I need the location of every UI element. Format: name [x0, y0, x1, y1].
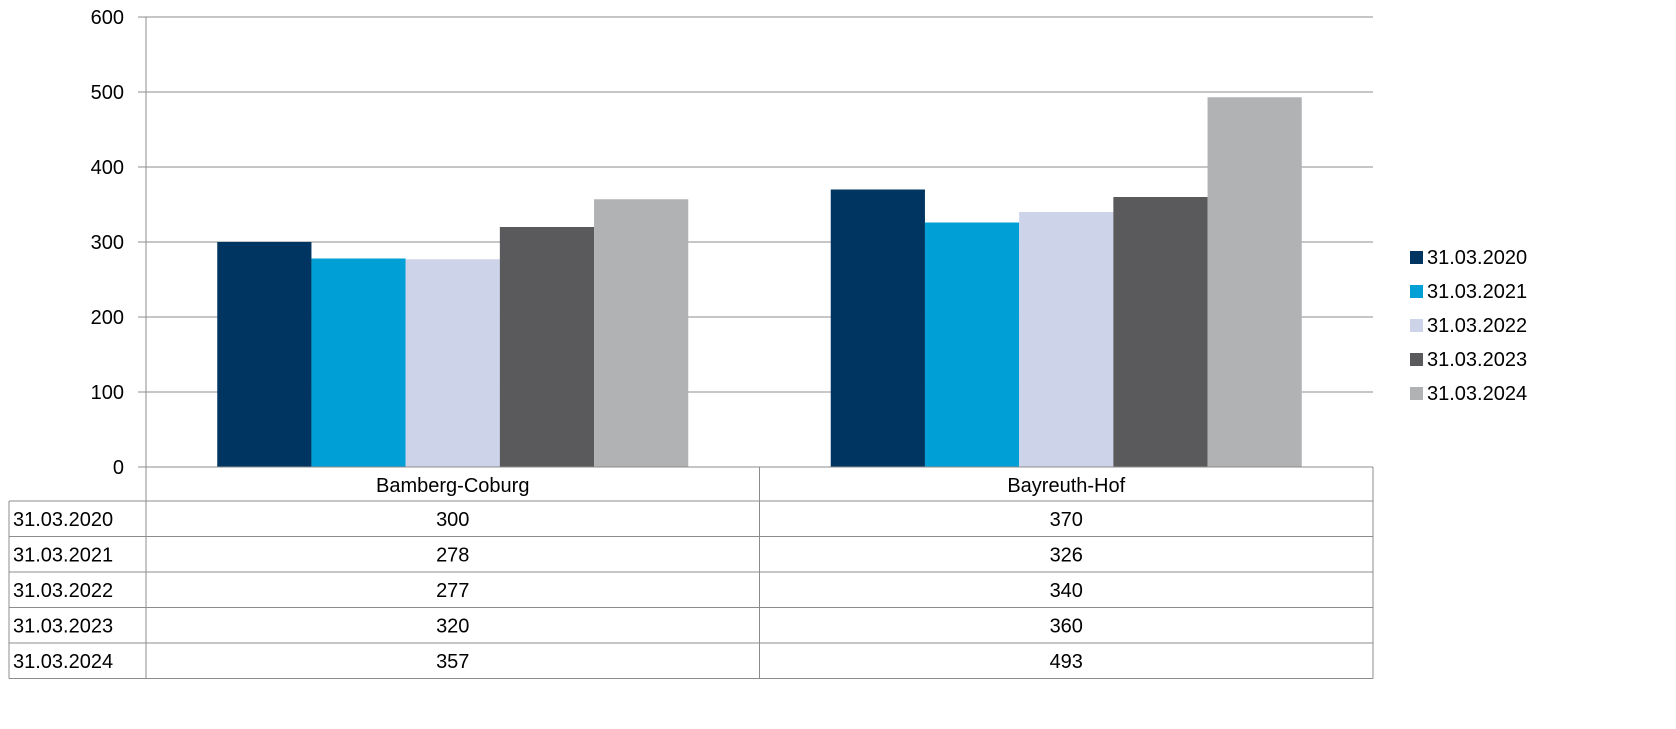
table-series-label: 31.03.2023 — [13, 615, 113, 637]
table-value-cell: 340 — [1050, 580, 1083, 602]
x-tick-label: Bayreuth-Hof — [1007, 475, 1125, 497]
table-value-cell: 278 — [436, 544, 469, 566]
data-table: Bamberg-Coburg Bayreuth-Hof 31.03.2020 300 3… — [8, 466, 1374, 679]
y-tick-label: 200 — [91, 307, 124, 329]
table-series-label: 31.03.2024 — [13, 651, 113, 673]
table-series-label: 31.03.2020 — [13, 509, 113, 531]
legend-label: 31.03.2023 — [1427, 349, 1527, 371]
legend-label: 31.03.2022 — [1427, 315, 1527, 337]
legend-swatch — [1410, 285, 1423, 298]
table-value-cell: 493 — [1050, 651, 1083, 673]
y-tick-label: 100 — [91, 382, 124, 404]
bar — [1113, 197, 1208, 467]
legend-swatch — [1410, 353, 1423, 366]
bar — [405, 259, 500, 467]
y-tick-label: 600 — [91, 7, 124, 29]
legend: 31.03.2020 31.03.2021 31.03.2022 31.03.2023… — [1410, 247, 1527, 405]
table-series-label: 31.03.2021 — [13, 544, 113, 566]
bar — [594, 199, 689, 467]
bar — [217, 242, 312, 467]
y-tick-label: 0 — [113, 457, 124, 479]
y-tick-label: 300 — [91, 232, 124, 254]
y-tick-label: 400 — [91, 157, 124, 179]
bar — [499, 227, 595, 467]
bar — [924, 222, 1020, 467]
legend-label: 31.03.2024 — [1427, 383, 1527, 405]
legend-label: 31.03.2020 — [1427, 247, 1527, 269]
bar — [1019, 212, 1114, 467]
table-value-cell: 357 — [436, 651, 469, 673]
legend-swatch — [1410, 319, 1423, 332]
table-value-cell: 277 — [436, 580, 469, 602]
table-value-cell: 370 — [1050, 509, 1083, 531]
bars — [217, 97, 1302, 467]
legend-label: 31.03.2021 — [1427, 281, 1527, 303]
legend-swatch — [1410, 251, 1423, 264]
table-value-cell: 360 — [1050, 615, 1083, 637]
bar — [1207, 97, 1302, 467]
bar — [311, 258, 406, 467]
axes: 0 100 200 300 400 500 600 — [91, 7, 147, 479]
x-tick-label: Bamberg-Coburg — [376, 475, 529, 497]
table-value-cell: 320 — [436, 615, 469, 637]
table-value-cell: 300 — [436, 509, 469, 531]
y-tick-label: 500 — [91, 82, 124, 104]
table-value-cell: 326 — [1050, 544, 1083, 566]
table-series-label: 31.03.2022 — [13, 580, 113, 602]
legend-swatch — [1410, 387, 1423, 400]
bar — [830, 189, 925, 467]
